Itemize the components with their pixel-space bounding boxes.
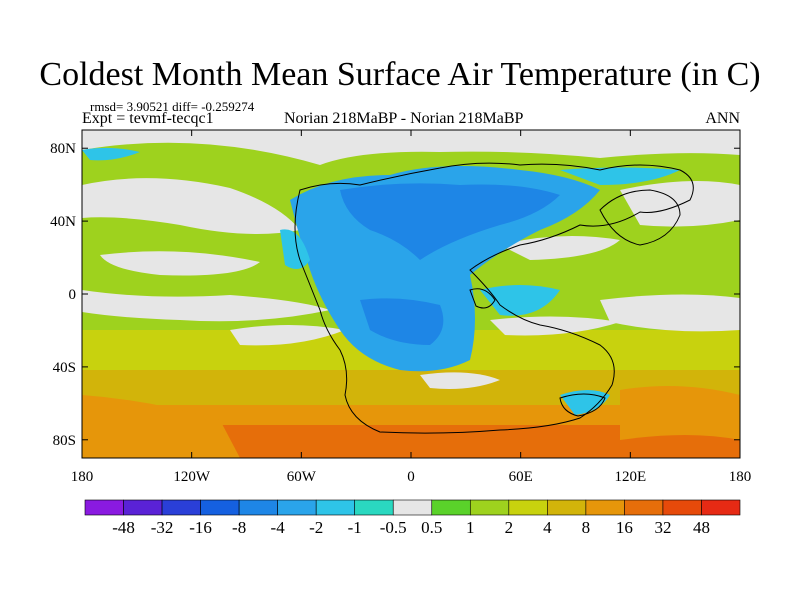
y-tick-label: 40S — [53, 360, 76, 376]
x-axis: 180 120W 60W 0 60E 120E 180 — [71, 130, 752, 485]
field-patch — [82, 130, 740, 165]
field-patch — [230, 325, 345, 346]
colorbar-label: 32 — [654, 518, 671, 537]
colorbar: -48 -32 -16 -8 -4 -2 -1 -0.5 0.5 1 2 4 8 16 32 48 — [84, 499, 741, 537]
landmass-outline — [599, 189, 681, 246]
field-patch — [560, 390, 610, 415]
pangaea-outline — [294, 162, 694, 434]
x-tick-label: 180 — [729, 469, 752, 485]
y-tick-label: 40N — [50, 214, 76, 230]
field-patch — [280, 229, 310, 269]
x-tick-label: 0 — [407, 469, 415, 485]
field-patch — [360, 298, 444, 345]
colorbar-label: -0.5 — [380, 518, 407, 537]
season-label: ANN — [705, 110, 740, 127]
field-patch — [82, 178, 300, 234]
field-patch — [500, 236, 620, 260]
field-patch — [82, 147, 140, 161]
colorbar-label: -2 — [309, 518, 323, 537]
colorbar-label: 48 — [693, 518, 710, 537]
colorbar-swatch — [161, 499, 201, 516]
coastline — [294, 162, 694, 434]
field-patch — [480, 285, 560, 316]
field-patch — [560, 167, 680, 185]
field-patch — [490, 316, 620, 336]
x-tick-label: 180 — [71, 469, 94, 485]
y-tick-label: 80S — [53, 433, 76, 449]
field-patch — [620, 181, 740, 227]
field-patch — [82, 290, 330, 322]
colorbar-label: 2 — [505, 518, 514, 537]
colorbar-label: 0.5 — [421, 518, 442, 537]
colorbar-swatch — [392, 499, 433, 516]
field-patch — [620, 386, 740, 440]
y-tick-label: 0 — [69, 287, 77, 303]
x-tick-label: 60E — [509, 469, 533, 485]
stats-line: rmsd= 3.90521 diff= -0.259274 — [90, 99, 255, 114]
colorbar-swatch — [508, 499, 548, 516]
colorbar-swatch — [469, 499, 510, 516]
x-tick-label: 60W — [287, 469, 317, 485]
colorbar-label: 8 — [582, 518, 591, 537]
colorbar-swatch — [200, 499, 240, 516]
colorbar-swatch — [431, 499, 471, 516]
y-tick-label: 80N — [50, 141, 76, 157]
x-tick-label: 120W — [173, 469, 211, 485]
colorbar-swatch — [123, 499, 163, 516]
colorbar-swatch — [277, 499, 317, 516]
map-title: Coldest Month Mean Surface Air Temperatu… — [39, 56, 761, 93]
colorbar-swatch — [84, 499, 124, 516]
colorbar-swatch — [624, 499, 664, 516]
experiment-line: Expt = tevmf-tecqc1 — [82, 110, 214, 127]
colorbar-swatch — [315, 499, 356, 516]
comparison-label: Norian 218MaBP - Norian 218MaBP — [284, 110, 524, 127]
colorbar-label: -16 — [189, 518, 212, 537]
field-patch — [82, 395, 240, 458]
landmass-outline — [469, 288, 496, 309]
colorbar-label: -4 — [271, 518, 286, 537]
field-patch — [340, 183, 560, 260]
colorbar-swatch — [547, 499, 587, 516]
colorbar-swatch — [238, 499, 278, 516]
y-axis: 80N 40N 0 40S 80S — [50, 141, 740, 449]
colorbar-label: -8 — [232, 518, 246, 537]
field-patch — [100, 251, 260, 276]
colorbar-label: 16 — [616, 518, 633, 537]
colorbar-label: -32 — [151, 518, 174, 537]
temperature-field — [82, 130, 740, 458]
colorbar-label: -48 — [112, 518, 135, 537]
colorbar-swatch — [701, 499, 741, 516]
field-patch — [600, 294, 740, 332]
colorbar-swatch — [662, 499, 702, 516]
colorbar-swatch — [354, 499, 394, 516]
colorbar-label: -1 — [348, 518, 362, 537]
colorbar-swatch — [585, 499, 625, 516]
colorbar-label: 4 — [543, 518, 552, 537]
colorbar-label: 1 — [466, 518, 475, 537]
x-tick-label: 120E — [614, 469, 646, 485]
field-patch — [420, 372, 500, 389]
landmass-outline — [559, 393, 606, 417]
